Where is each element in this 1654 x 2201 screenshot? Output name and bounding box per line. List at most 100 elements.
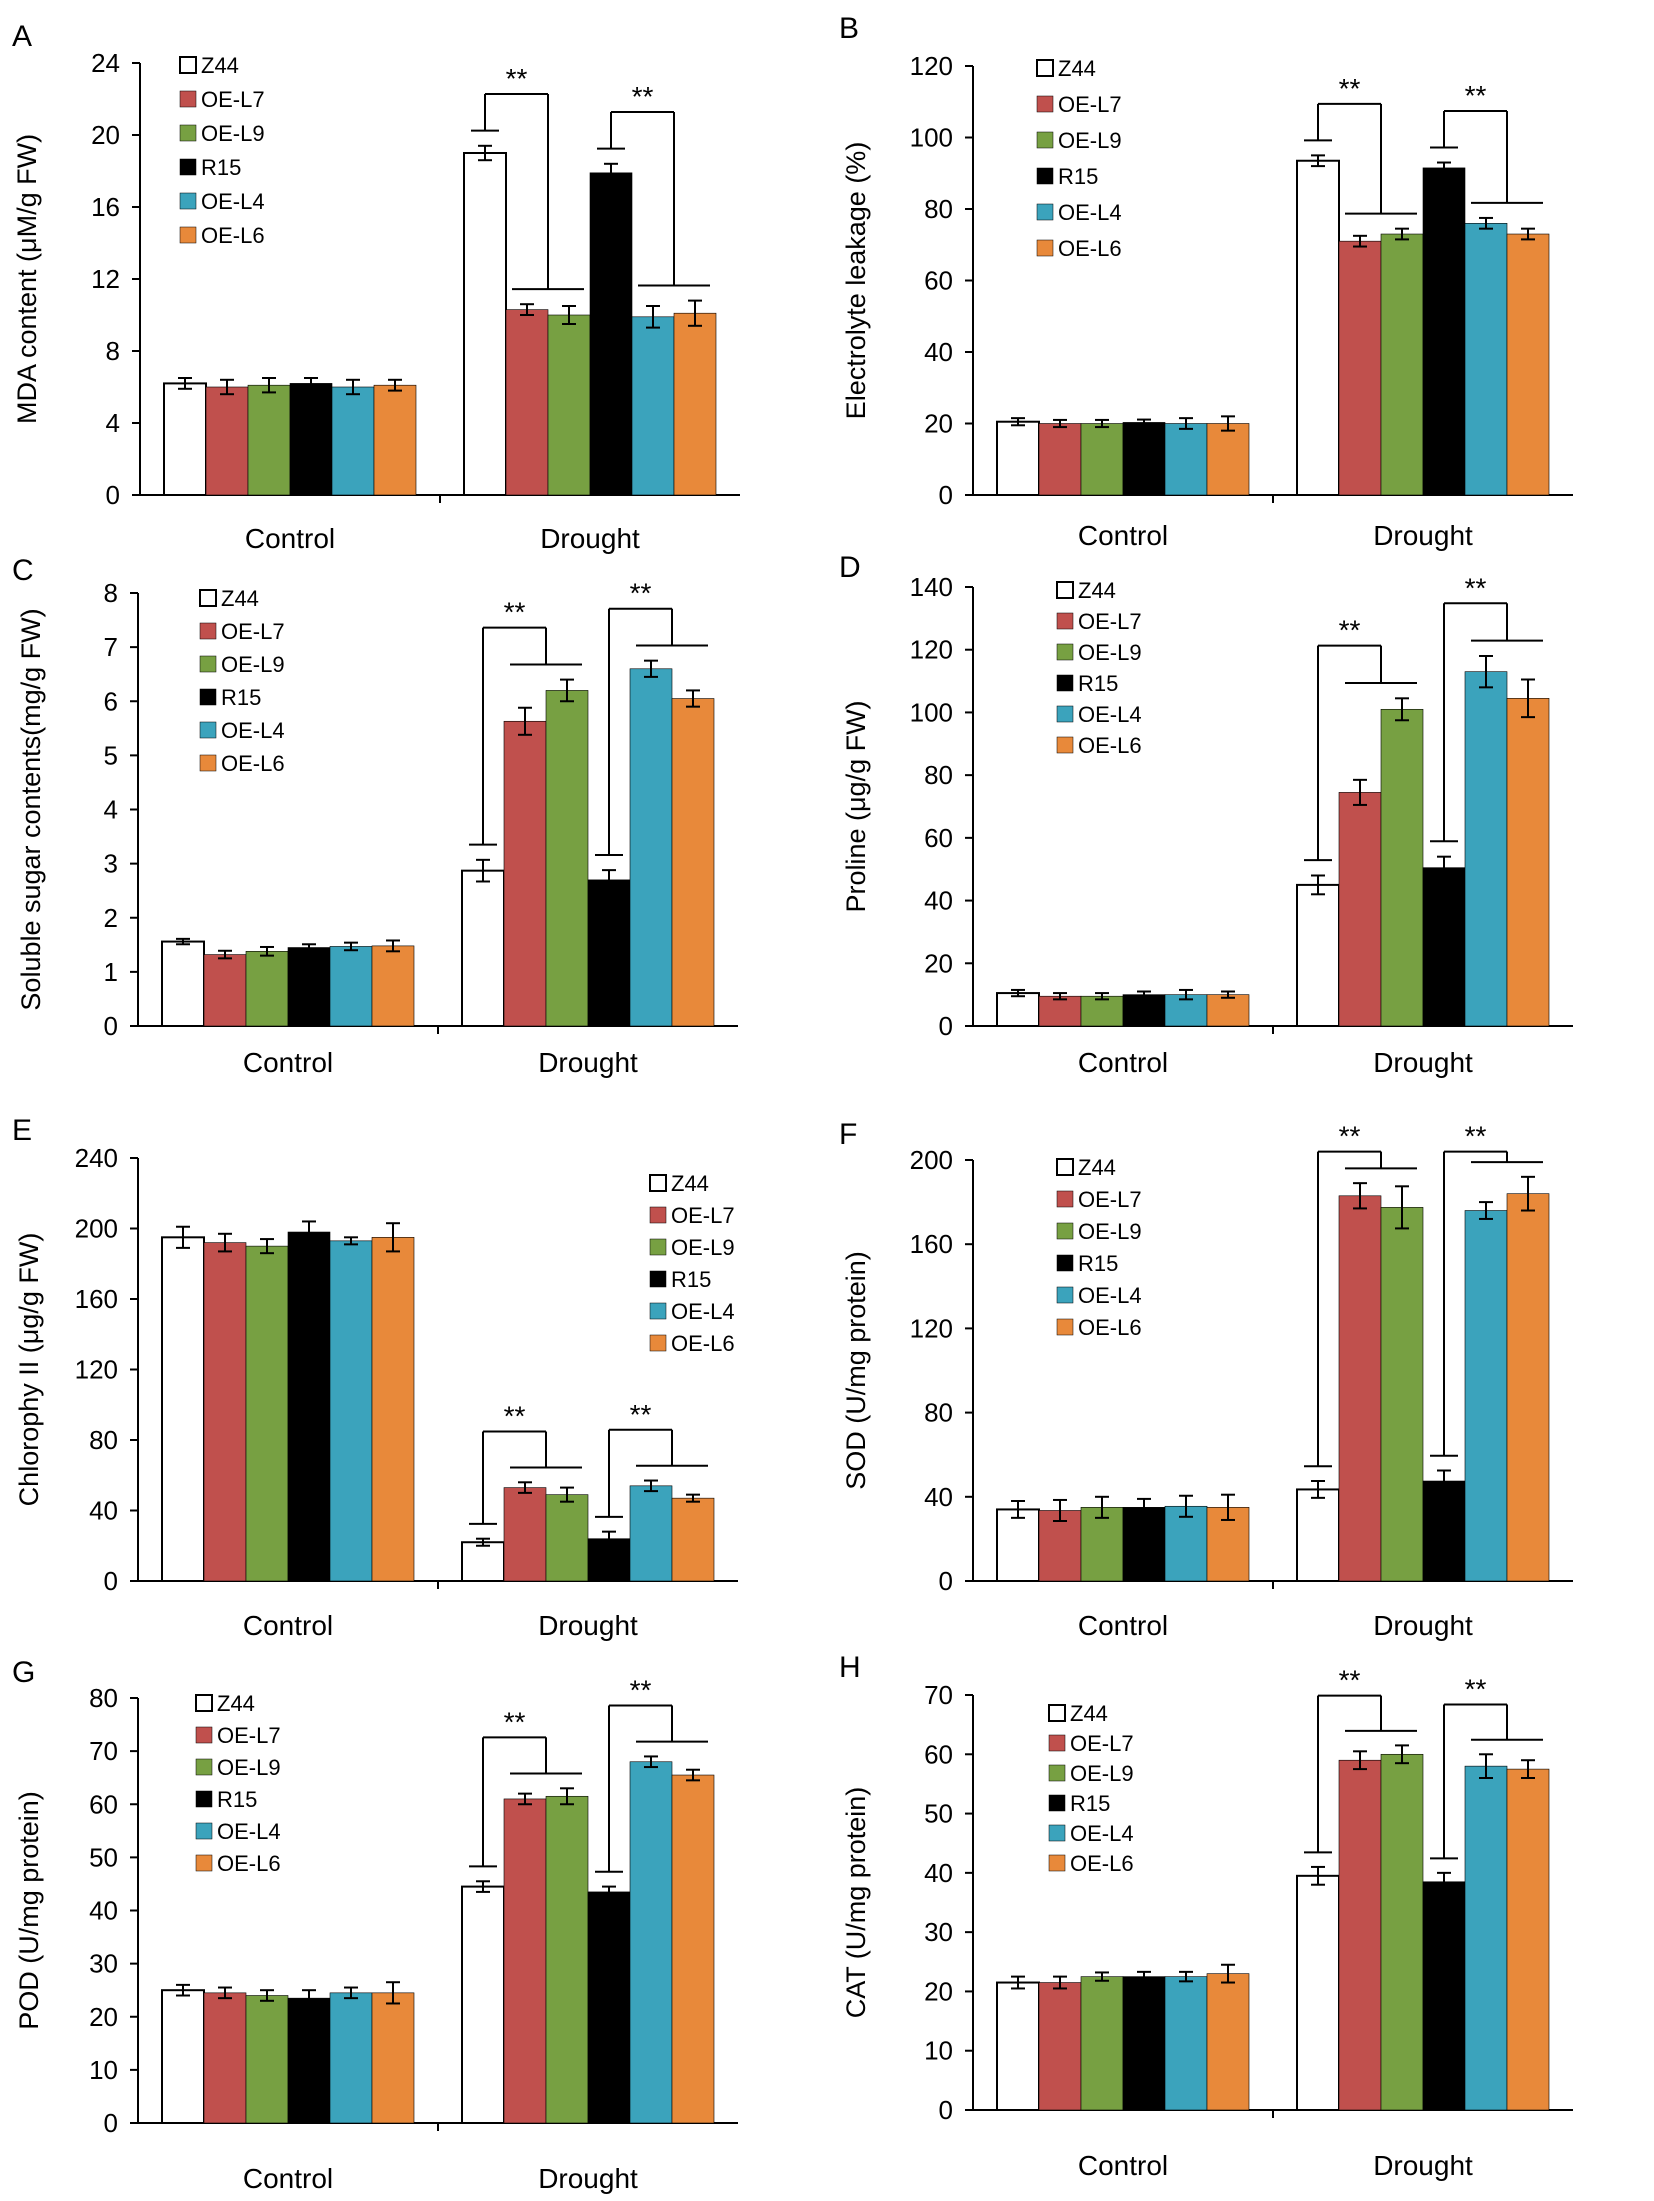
y-tick-label: 40 [924,886,953,916]
bar [1464,671,1508,1027]
y-tick-label: 80 [89,1425,118,1455]
legend-label: OE-L4 [1070,1821,1134,1846]
legend-label: R15 [1078,671,1118,696]
y-tick-label: 70 [89,1736,118,1766]
bar [245,951,289,1027]
bar [1380,1207,1424,1582]
legend-label: OE-L6 [671,1331,735,1356]
bar [331,386,375,496]
legend-label: R15 [671,1267,711,1292]
bar [287,1997,331,2124]
legend-label: R15 [221,685,261,710]
y-tick-label: 0 [939,2095,953,2125]
legend-label: Z44 [221,586,259,611]
legend-swatch [1056,674,1074,692]
legend-swatch [195,1854,213,1872]
bar [671,1774,715,2124]
panel-letter: B [839,12,859,45]
legend-swatch [195,1758,213,1776]
y-tick-label: 200 [910,1145,953,1175]
y-tick-label: 0 [104,2108,118,2138]
bar [589,172,633,496]
legend-swatch [649,1206,667,1224]
y-tick-label: 4 [106,408,120,438]
y-tick-label: 40 [89,1896,118,1926]
legend-label: OE-L6 [1058,236,1122,261]
legend-label: OE-L6 [1070,1851,1134,1876]
panel-c-chart: C 0 1 2 3 4 5 6 7 8 Soluble sugar contents(mg/g FW… [12,554,738,1078]
y-axis-label: Chlorophy II (μg/g FW) [14,1233,44,1507]
bar [996,1508,1040,1582]
bar [1038,1510,1082,1582]
legend-label: OE-L6 [217,1851,281,1876]
bar [671,698,715,1027]
legend-label: OE-L6 [1078,1315,1142,1340]
bar [245,1995,289,2124]
y-tick-label: 24 [91,48,120,78]
y-tick-label: 0 [104,1011,118,1041]
y-tick-label: 8 [104,578,118,608]
x-tick-label: Drought [540,523,640,554]
bar [1206,994,1250,1027]
legend-swatch [649,1302,667,1320]
bar [461,1541,505,1583]
significance-label: ** [1465,1121,1487,1152]
legend-label: OE-L6 [1078,733,1142,758]
legend-swatch [649,1238,667,1256]
panel-g-chart: G 0 10 20 30 40 50 60 70 80 POD (U/mg protein) Cont… [12,1656,738,2194]
y-tick-label: 0 [104,1566,118,1596]
legend-swatch [199,721,217,739]
bar [1080,1507,1124,1582]
bar [329,1240,373,1582]
bar [1122,1976,1166,2111]
bar [163,382,207,496]
bar [629,1761,673,2124]
significance-label: ** [1339,73,1361,104]
legend-label: Z44 [1058,56,1096,81]
y-axis-label: CAT (U/mg protein) [841,1787,871,2019]
y-tick-label: 70 [924,1680,953,1710]
legend-swatch [195,1790,213,1808]
bar [161,940,205,1027]
y-tick-label: 7 [104,632,118,662]
y-tick-label: 40 [89,1496,118,1526]
bar [287,1231,331,1582]
y-tick-label: 80 [89,1683,118,1713]
bar [247,384,291,496]
bar [505,309,549,496]
bar [587,879,631,1027]
y-tick-label: 120 [910,1313,953,1343]
significance-label: ** [504,597,526,628]
significance-label: ** [632,81,654,112]
y-tick-label: 200 [75,1214,118,1244]
panel-h-chart: H 0 10 20 30 40 50 60 70 CAT (U/mg protein) Contro… [839,1651,1573,2181]
panel-letter: H [839,1651,861,1684]
legend-swatch [179,124,197,142]
bar [1296,1488,1340,1582]
bar [1464,223,1508,496]
legend-swatch [1036,59,1054,77]
legend-label: OE-L9 [201,121,265,146]
bar [1080,995,1124,1027]
bar [503,1798,547,2124]
legend-label: OE-L6 [201,223,265,248]
bar [1422,167,1466,496]
legend-swatch [199,655,217,673]
bar [1296,159,1340,497]
bar [1164,1976,1208,2111]
y-tick-label: 40 [924,1858,953,1888]
panel-letter: D [839,551,861,584]
significance-label: ** [630,578,652,609]
panel-letter: C [12,554,34,587]
legend-label: OE-L7 [1078,609,1142,634]
legend-swatch [179,158,197,176]
legend-label: OE-L7 [201,87,265,112]
panel-letter: E [12,1114,32,1147]
legend-label: OE-L9 [217,1755,281,1780]
bar [1380,233,1424,496]
y-tick-label: 20 [924,1976,953,2006]
legend-swatch [1056,705,1074,723]
x-tick-label: Drought [538,2163,638,2194]
legend-label: R15 [1070,1791,1110,1816]
bar [203,1992,247,2124]
